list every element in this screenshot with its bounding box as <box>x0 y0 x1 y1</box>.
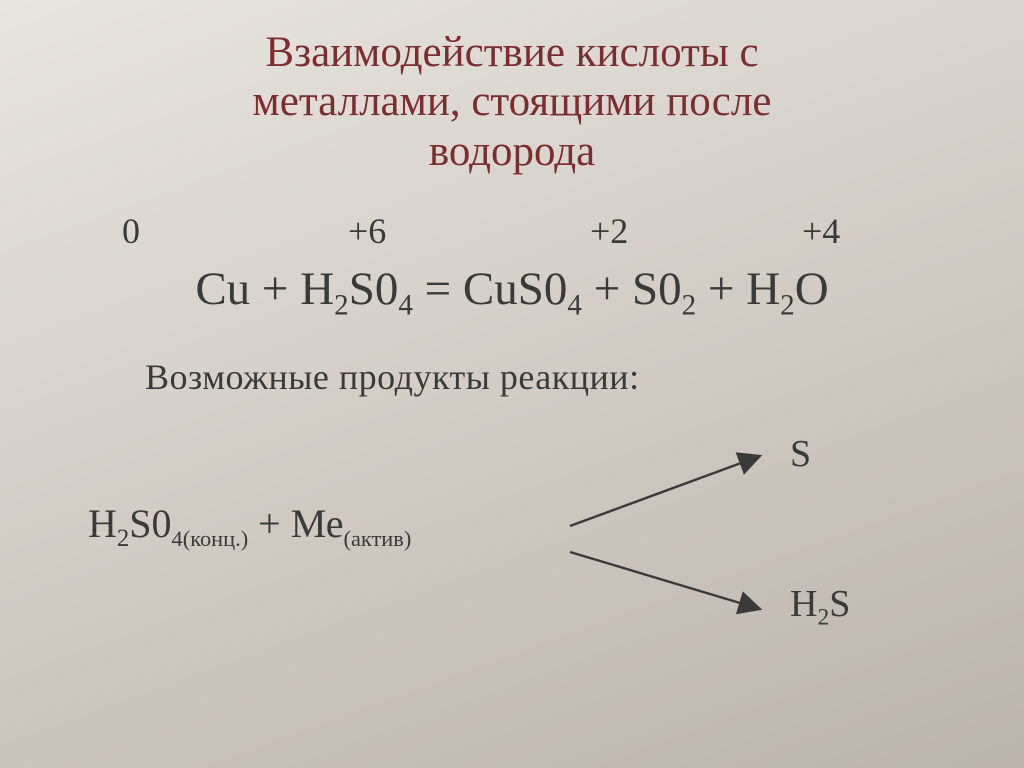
eq-s0: S0 <box>349 263 399 315</box>
lhs-aktiv: (актив) <box>344 526 412 551</box>
lhs-s0: S0 <box>129 501 171 546</box>
ox-s6: +6 <box>348 210 386 252</box>
main-equation: Cu + H2S04 = CuS04 + S02 + H2O <box>0 262 1024 316</box>
slide-title: Взаимодействие кислоты с металлами, стоя… <box>0 0 1024 176</box>
reaction-scheme: H2S04(конц.) + Ме(актив) S H2S <box>0 424 1024 644</box>
eq-plus1: + <box>250 263 300 315</box>
h2s-sub: 2 <box>817 605 829 631</box>
branch-arrows <box>560 444 790 634</box>
eq-so2: S0 <box>632 263 682 315</box>
lhs-me: Ме <box>291 501 344 546</box>
ox-cu2: +2 <box>590 210 628 252</box>
arrow-down <box>570 552 760 609</box>
ox-s4: +4 <box>802 210 840 252</box>
arrow-up <box>570 456 760 526</box>
eq-so2-sub: 2 <box>682 290 697 322</box>
eq-eq: = <box>413 263 463 315</box>
eq-plus2: + <box>582 263 632 315</box>
lhs-h: H <box>88 501 117 546</box>
lhs-plus: + <box>248 501 291 546</box>
lhs-4konc: 4(конц.) <box>172 526 249 551</box>
scheme-lhs: H2S04(конц.) + Ме(актив) <box>88 500 411 547</box>
product-h2s: H2S <box>790 582 850 626</box>
eq-h2-sub: 2 <box>334 290 349 322</box>
eq-cu: Cu <box>195 263 250 315</box>
title-line-1: Взаимодействие кислоты с <box>0 28 1024 77</box>
ox-cu: 0 <box>122 210 140 252</box>
eq-plus3: + <box>696 263 746 315</box>
title-line-2: металлами, стоящими после <box>0 77 1024 126</box>
eq-h: H <box>300 263 334 315</box>
eq-h2o-sub: 2 <box>780 290 795 322</box>
title-line-3: водорода <box>0 127 1024 176</box>
h2s-h: H <box>790 583 817 625</box>
eq-so4-sub: 4 <box>398 290 413 322</box>
oxidation-row: 0 +6 +2 +4 <box>0 210 1024 258</box>
eq-h2o-h: H <box>746 263 780 315</box>
products-subtitle: Возможные продукты реакции: <box>0 356 1024 398</box>
lhs-h2-sub: 2 <box>117 525 129 552</box>
eq-cuso4-sub: 4 <box>567 290 582 322</box>
product-s: S <box>790 432 811 476</box>
eq-h2o-o: O <box>795 263 829 315</box>
h2s-s: S <box>829 583 850 625</box>
eq-cuso4: CuS0 <box>463 263 568 315</box>
